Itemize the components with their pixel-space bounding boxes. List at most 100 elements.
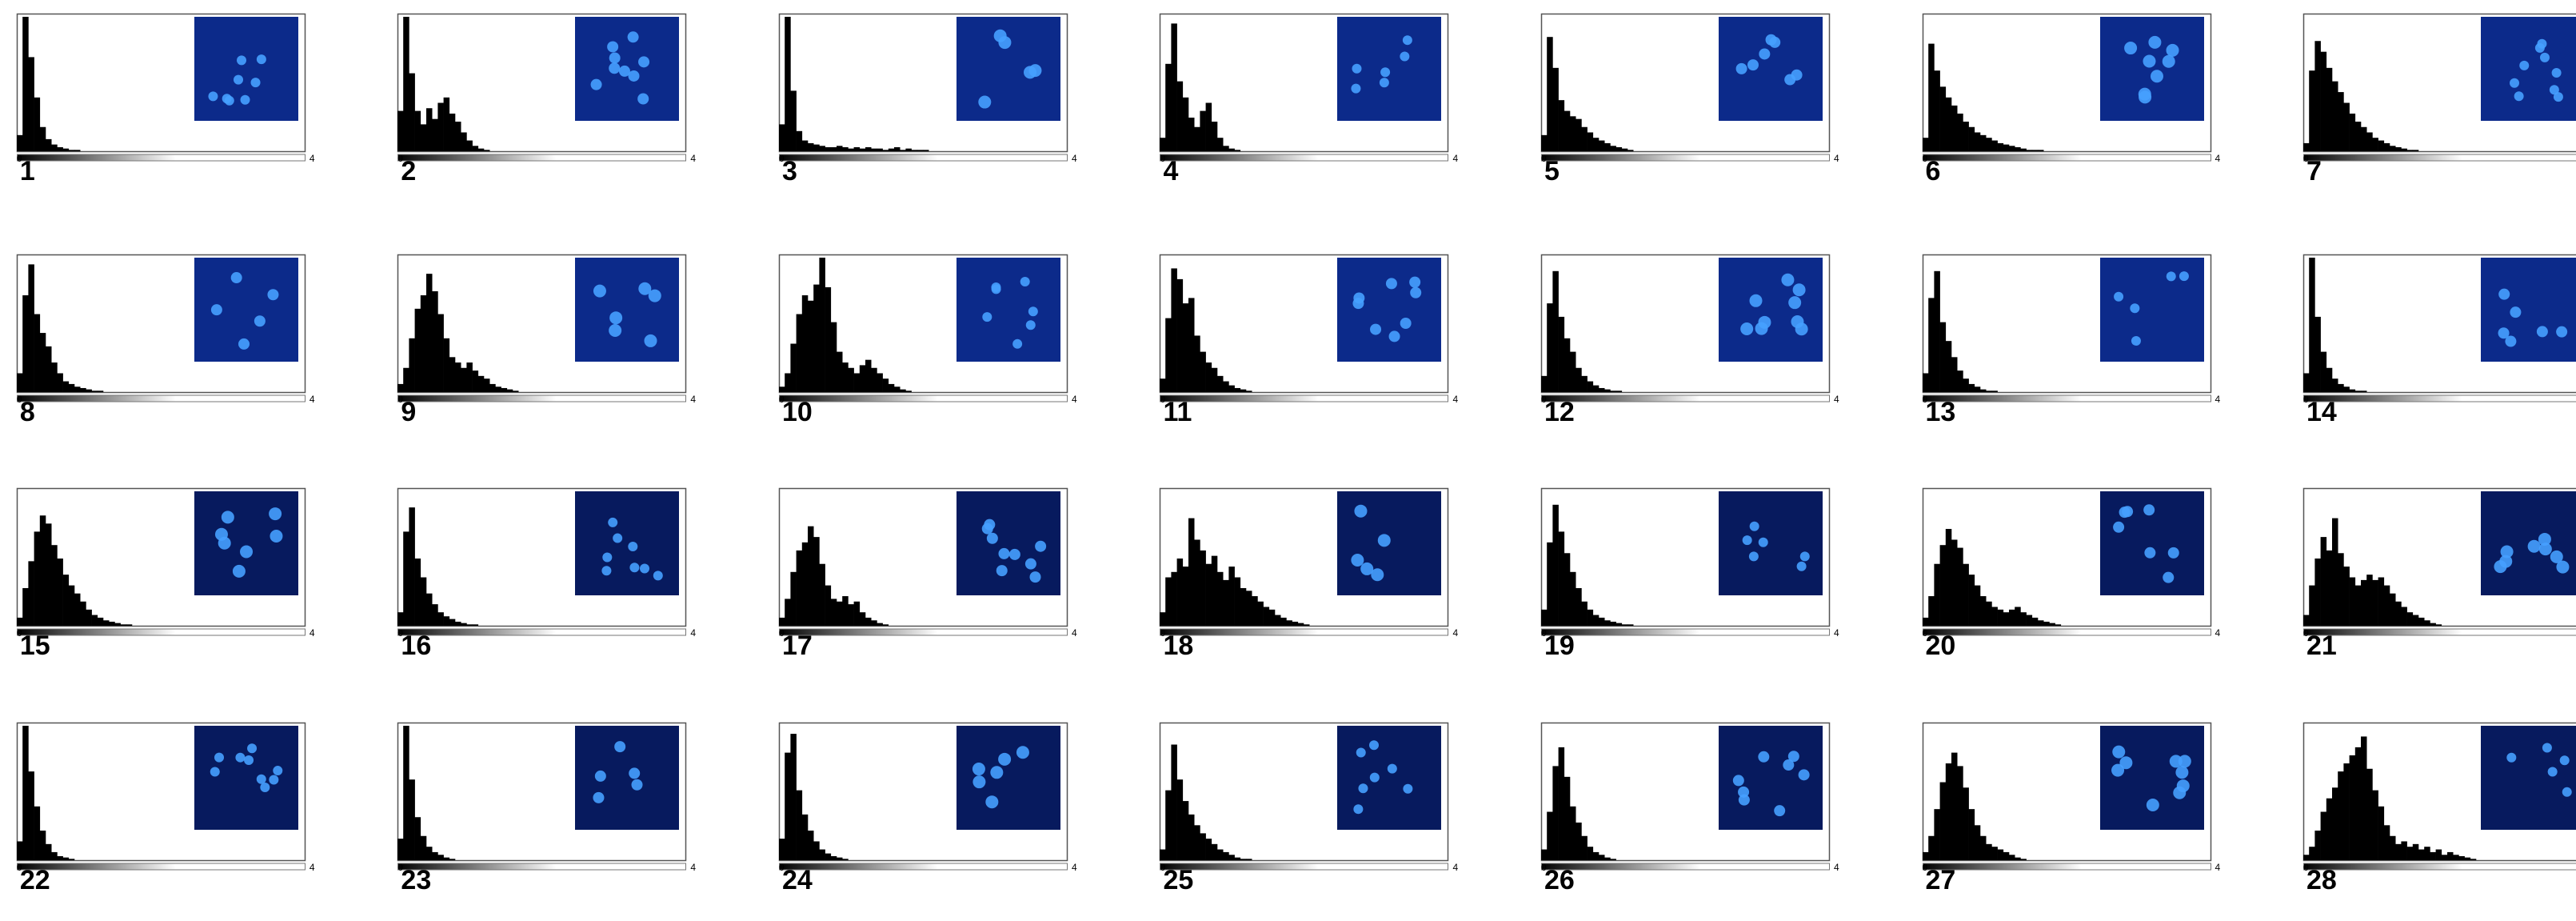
histogram-bar [409,507,416,627]
histogram-bar [16,373,23,392]
axis-tick-min: 0 [1540,152,1547,164]
histogram-bar [1922,851,1928,860]
histogram-svg [778,13,1068,162]
histogram-bar [80,602,86,627]
nucleus-dot [996,565,1008,577]
histogram-bar [1188,117,1195,151]
histogram-bar [2043,622,2050,627]
nucleus-dot [1356,747,1367,758]
nucleus-dot [2527,540,2541,554]
histogram-bar [2383,825,2390,860]
histogram-bar [461,367,468,392]
histogram-bar [1235,150,1241,151]
histogram-bar [34,97,40,151]
histogram-bar [1564,338,1571,392]
histogram-bar [1968,575,1975,627]
nucleus-dot [260,782,270,792]
histogram-bar [1927,835,1935,860]
histogram-bar [2037,620,2043,627]
histogram-bar [51,851,58,860]
histogram-bar [1951,752,1957,860]
nucleus-dot [1035,540,1047,552]
histogram-bar [1183,567,1189,627]
histogram-bar [1581,375,1588,392]
panel-number: 11 [1163,396,1192,427]
nucleus-dot [1380,66,1391,77]
histogram-bar [39,126,46,151]
histogram-bar [2366,575,2373,627]
histogram-bar [1974,386,1980,392]
panel-number: 26 [1544,864,1575,895]
nuclei-micrograph-inset [2099,725,2204,830]
histogram-bar [1956,547,1963,627]
histogram-bar [68,383,75,392]
histogram-bar [45,523,52,627]
nucleus-dot [1758,538,1768,548]
nuclei-micrograph-inset [575,725,680,830]
histogram-bar [1576,822,1582,860]
histogram-bar [1598,140,1605,151]
histogram-bar [449,113,456,151]
nucleus-dot [2549,84,2559,94]
nucleus-dot [2506,752,2517,763]
nucleus-dot [2510,78,2520,88]
gradient-axis-strip [397,628,687,636]
gradient-axis-strip [778,863,1068,871]
axis-tick-min: 0 [397,861,404,873]
histogram-bar [2366,132,2373,151]
histogram-bar [2441,855,2448,860]
nuclei-micrograph-inset [2481,491,2576,596]
histogram-bar [1298,623,1304,627]
histogram-svg [1160,722,1449,871]
nucleus-dot [2510,306,2522,318]
nucleus-dot [602,552,613,563]
histogram-svg [1540,13,1831,162]
nucleus-dot [267,288,279,300]
nucleus-dot [2498,326,2510,338]
nuclei-micrograph-inset [956,257,1060,362]
nucleus-dot [1352,63,1362,74]
nucleus-dot [2505,335,2517,347]
axis-tick-min: 0 [16,861,22,873]
histogram-bar [1933,70,1940,151]
nuclei-micrograph-inset [2481,725,2576,830]
histogram-bar [461,623,468,627]
histogram-bar [62,575,69,627]
histogram-bar [2390,145,2396,151]
histogram-panel-6: 0 4 6 [1922,13,2220,186]
nucleus-dot [1360,563,1374,576]
axis-tick-min: 0 [2303,861,2309,873]
histogram-bar [2349,389,2356,392]
histogram-bar [1951,539,1957,627]
histogram-bar [830,146,837,151]
nucleus-dot [256,54,266,64]
histogram-bar [1610,390,1616,392]
panel-number: 17 [781,631,813,662]
histogram-bar [882,624,889,627]
histogram-bar [1160,612,1166,627]
histogram-bar [1165,318,1172,392]
nucleus-dot [628,30,640,42]
nucleus-dot [609,323,622,337]
nucleus-dot [2111,745,2125,759]
nucleus-dot [649,289,662,302]
histogram-bar [1974,585,1980,627]
histogram-panel-16: 0 4 16 [397,488,696,661]
nucleus-dot [1400,317,1412,329]
histogram-bar [409,779,416,860]
histogram-bar [28,264,34,392]
histogram-bar [1604,857,1611,860]
histogram-bar [1257,602,1264,627]
histogram-bar [807,526,814,627]
nucleus-dot [1765,34,1777,46]
histogram-bar [1985,843,1992,860]
histogram-bar [45,346,52,392]
histogram-bar [825,853,832,860]
gradient-axis-strip [1922,394,2211,402]
nucleus-dot [2536,326,2548,338]
histogram-bar [432,851,439,860]
histogram-bar [1235,387,1241,392]
histogram-bar [1171,744,1178,860]
nucleus-dot [2162,571,2174,583]
histogram-bar [51,144,58,151]
